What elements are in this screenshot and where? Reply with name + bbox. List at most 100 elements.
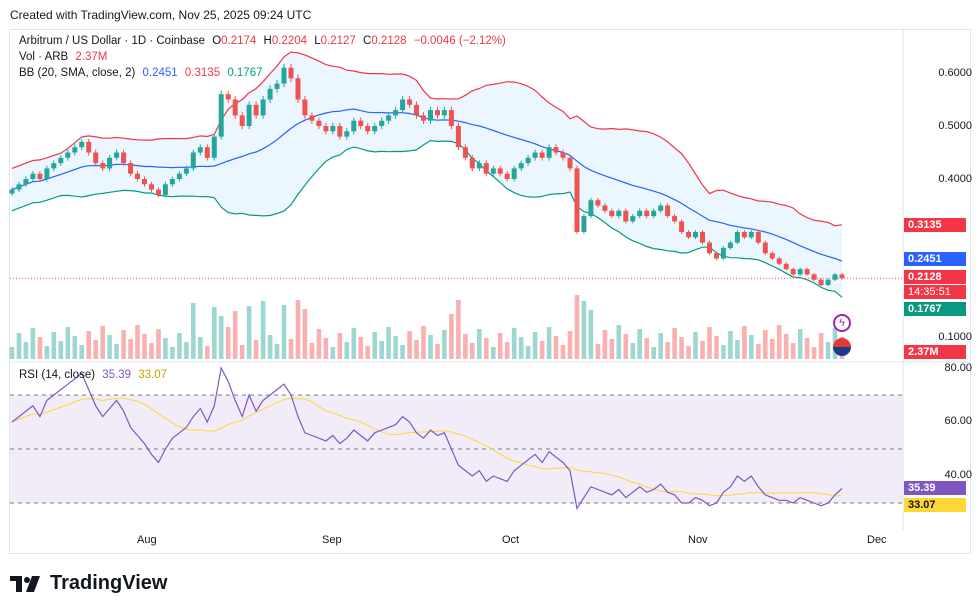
volume-bar [825, 342, 831, 359]
candle-body [421, 115, 426, 121]
bb-mid-value: 0.2451 [142, 67, 178, 79]
close-value: 0.2128 [371, 35, 407, 47]
candle-body [665, 205, 671, 217]
volume-bar [295, 300, 301, 359]
candle-body [476, 163, 482, 169]
volume-bar [679, 337, 684, 359]
volume-bar [30, 328, 36, 359]
volume-bar [358, 337, 363, 359]
candle-body [79, 141, 85, 148]
candle-body [128, 163, 134, 174]
volume-bar [672, 328, 677, 359]
candle-body [623, 210, 629, 222]
candle-body [588, 200, 594, 217]
candle-body [414, 104, 419, 116]
volume-bar [532, 332, 538, 359]
volume-bar [749, 335, 754, 359]
candle-body [274, 83, 280, 89]
candle-body [595, 200, 601, 206]
low-label: L [314, 35, 321, 47]
candle-body [616, 210, 622, 217]
volume-tag: 2.37M [904, 345, 966, 359]
lightning-icon[interactable]: ϟ [833, 314, 851, 332]
mid-band-tag: 0.2451 [904, 252, 966, 266]
symbol-legend: Arbitrum / US Dollar · 1D · Coinbase O0.… [19, 35, 510, 47]
close-label: C [363, 35, 372, 47]
volume-bar [393, 336, 398, 359]
volume-label: Vol · ARB [19, 51, 69, 63]
volume-bar [191, 303, 196, 359]
volume-bar [804, 338, 810, 359]
volume-bar [637, 329, 642, 359]
candle-body [58, 157, 64, 164]
rsi-axis-label: 80.00 [944, 362, 972, 374]
candle-body [637, 210, 643, 217]
candle-body [288, 67, 294, 79]
candle-body [553, 147, 559, 153]
candle-body [462, 147, 468, 158]
volume-bar [170, 347, 175, 359]
volume-bar [107, 335, 112, 359]
candle-body [762, 242, 768, 254]
volume-bar [58, 341, 64, 359]
candle-body [755, 232, 761, 243]
volume-bar [121, 330, 126, 359]
candle-body [30, 173, 36, 179]
volume-bar [567, 331, 573, 359]
candle-body [769, 253, 775, 259]
lower-band-tag: 0.1767 [904, 302, 966, 316]
candle-body [504, 173, 510, 179]
volume-bar [560, 345, 566, 359]
candle-body [693, 232, 698, 238]
volume-bar [700, 341, 705, 359]
volume-bar [470, 343, 475, 359]
candle-body [204, 147, 210, 158]
tradingview-logo[interactable]: TradingView [10, 572, 167, 595]
volume-bar [797, 329, 803, 359]
bb-label: BB (20, SMA, close, 2) [19, 67, 136, 79]
candle-body [142, 179, 147, 185]
volume-bar [714, 336, 719, 359]
volume-legend: Vol · ARB 2.37M [19, 51, 111, 63]
candle-body [65, 152, 71, 158]
volume-bar [595, 344, 601, 359]
volume-bar [149, 343, 154, 359]
candle-body [727, 242, 733, 248]
volume-bar [790, 343, 796, 359]
logo-text: TradingView [50, 572, 168, 594]
volume-bar [770, 339, 775, 359]
candle-body [609, 210, 615, 217]
candle-body [232, 99, 238, 116]
candle-body [818, 279, 824, 285]
volume-bar [142, 334, 147, 359]
volume-bar [86, 331, 91, 359]
rsi-ma-line [11, 397, 843, 497]
candle-body [295, 78, 301, 100]
volume-bar [756, 344, 761, 359]
volume-bar [686, 346, 691, 359]
bb-lower-line [11, 139, 843, 298]
volume-bar [288, 339, 294, 359]
us-flag-icon[interactable] [833, 338, 851, 356]
candle-body [630, 216, 636, 222]
candle-body [797, 269, 803, 275]
candle-body [330, 126, 336, 132]
volume-bar [818, 333, 824, 359]
volume-bar [337, 333, 343, 359]
candle-body [149, 184, 154, 190]
bb-lower-value: 0.1767 [227, 67, 263, 79]
volume-bar [44, 346, 50, 359]
symbol-title: Arbitrum / US Dollar · 1D · Coinbase [19, 35, 205, 47]
volume-bar [400, 345, 405, 359]
candle-body [511, 168, 517, 179]
candle-body [225, 94, 231, 100]
volume-bar [463, 334, 468, 359]
volume-bar [135, 325, 140, 359]
volume-bar [763, 330, 768, 359]
volume-bar [442, 330, 447, 359]
volume-bar [379, 341, 384, 359]
volume-bar [72, 336, 78, 359]
candle-body [560, 152, 566, 158]
header-caption: Created with TradingView.com, Nov 25, 20… [10, 8, 312, 22]
